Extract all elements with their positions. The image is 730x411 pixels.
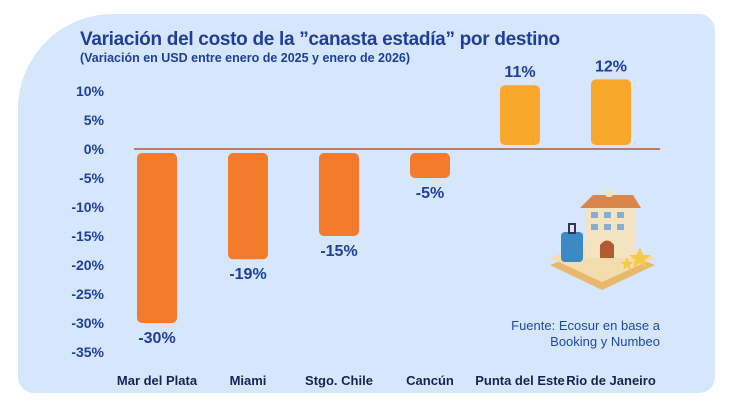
category-label: Cancún bbox=[406, 373, 454, 388]
category-label: Stgo. Chile bbox=[305, 373, 373, 388]
y-tick-label: -15% bbox=[71, 228, 104, 244]
hotel-illustration-icon bbox=[550, 190, 655, 290]
y-tick-label: -30% bbox=[71, 315, 104, 331]
data-label: -15% bbox=[320, 243, 357, 260]
y-tick-label: -35% bbox=[71, 344, 104, 360]
data-label: -30% bbox=[138, 330, 175, 347]
bar bbox=[228, 153, 268, 260]
bar bbox=[137, 153, 177, 323]
y-tick-label: 10% bbox=[76, 83, 105, 99]
data-label: 12% bbox=[595, 58, 627, 75]
bar bbox=[410, 153, 450, 178]
category-label: Punta del Este bbox=[475, 373, 565, 388]
bar bbox=[500, 85, 540, 145]
chart-title: Variación del costo de la ”canasta estad… bbox=[80, 29, 560, 50]
data-label: -19% bbox=[229, 266, 266, 283]
bar bbox=[319, 153, 359, 236]
y-tick-label: -20% bbox=[71, 257, 104, 273]
source-note: Fuente: Ecosur en base a Booking y Numbe… bbox=[511, 318, 660, 349]
y-tick-label: -5% bbox=[79, 170, 104, 186]
data-label: 11% bbox=[504, 64, 535, 81]
y-tick-label: -25% bbox=[71, 286, 104, 302]
bar bbox=[591, 79, 631, 145]
y-tick-label: -10% bbox=[71, 199, 104, 215]
category-label: Rio de Janeiro bbox=[566, 373, 656, 388]
y-tick-label: 0% bbox=[84, 141, 105, 157]
chart-subtitle: (Variación en USD entre enero de 2025 y … bbox=[80, 51, 411, 65]
category-label: Mar del Plata bbox=[117, 373, 198, 388]
category-label: Miami bbox=[230, 373, 267, 388]
data-label: -5% bbox=[416, 185, 444, 202]
y-tick-label: 5% bbox=[84, 112, 105, 128]
